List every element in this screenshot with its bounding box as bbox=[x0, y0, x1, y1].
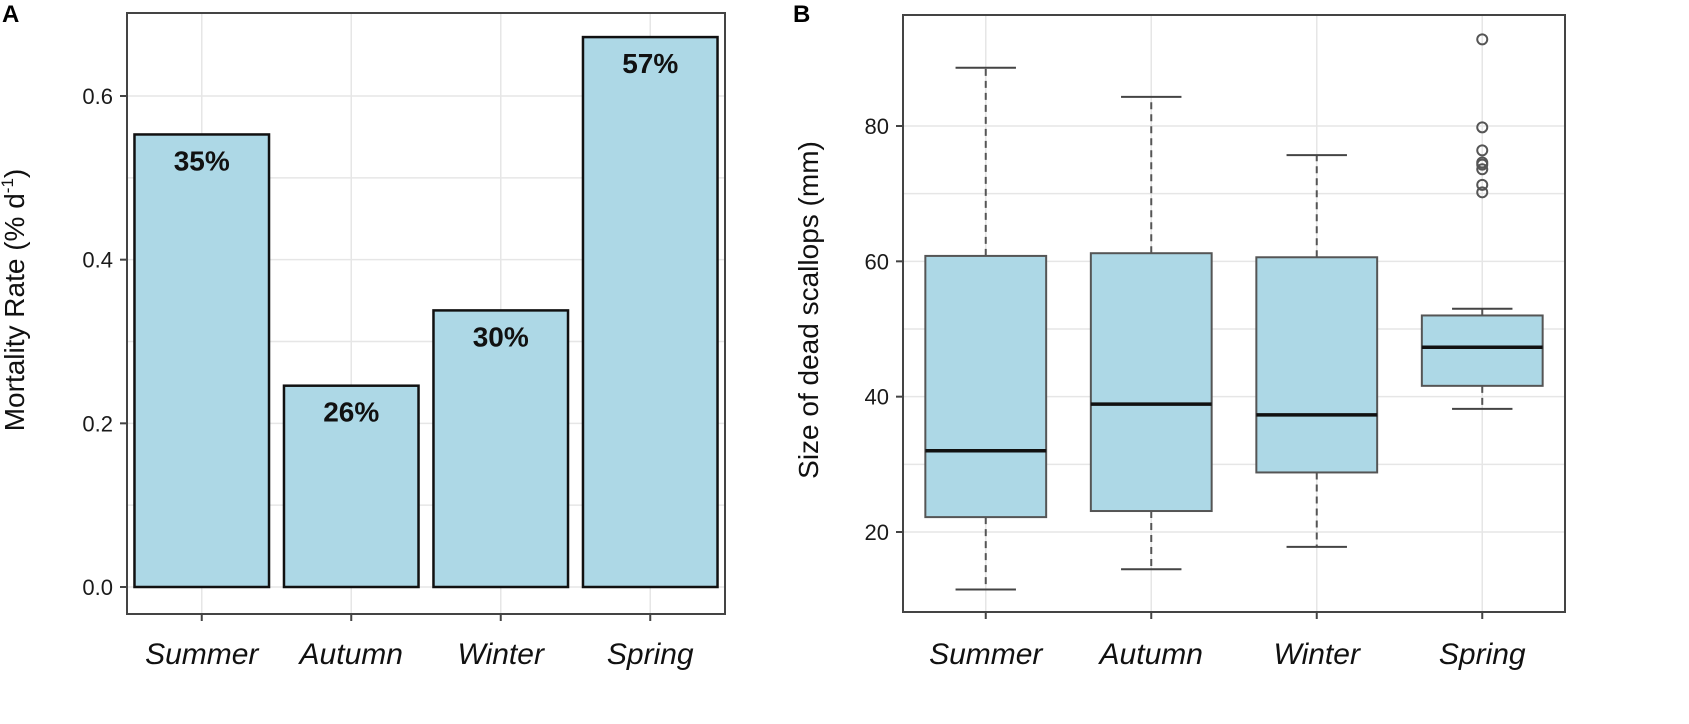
panel-a-x-label-spring: Spring bbox=[607, 638, 694, 671]
bar-label-autumn: 26% bbox=[323, 397, 379, 428]
panel-b-y-ticks: 20 40 60 80 bbox=[865, 114, 903, 545]
panel-a-letter: A bbox=[2, 1, 19, 28]
panel-b-y-tick-label-2: 60 bbox=[865, 249, 889, 274]
panel-b-x-label-winter: Winter bbox=[1274, 638, 1361, 671]
outlier-spring-5 bbox=[1476, 144, 1489, 157]
panel-b-y-tick-label-1: 40 bbox=[865, 385, 889, 410]
bar-winter bbox=[432, 309, 570, 589]
bar-spring bbox=[581, 35, 719, 589]
panel-b-x-tick-labels: Summer Autumn Winter Spring bbox=[929, 612, 1526, 671]
box-spring bbox=[1420, 314, 1544, 387]
panel-a-y-tick-label-3: 0.6 bbox=[82, 84, 113, 109]
bar-label-spring: 57% bbox=[622, 48, 678, 79]
panel-a-y-tick-label-2: 0.4 bbox=[82, 248, 113, 273]
box-summer bbox=[924, 254, 1048, 519]
outlier-spring-6 bbox=[1476, 121, 1489, 134]
panel-a-y-ticks: 0.0 0.2 0.4 0.6 bbox=[82, 84, 127, 600]
panel-b-box-plot: B 20 40 60 80 Summer Autumn Winter Spring Size… bbox=[793, 1, 1566, 671]
outlier-spring-0 bbox=[1476, 186, 1489, 199]
panel-a-x-label-winter: Winter bbox=[458, 638, 545, 671]
panel-a-x-label-summer: Summer bbox=[145, 638, 259, 671]
panel-b-letter: B bbox=[793, 1, 810, 28]
panel-a-bar-chart: A 35% 26% 30% 57% 0.0 0.2 0.4 0.6 Summer Autumn… bbox=[0, 1, 726, 671]
panel-b-x-label-autumn: Autumn bbox=[1098, 638, 1203, 671]
outlier-spring-4 bbox=[1476, 156, 1489, 169]
panel-a-bars: 35% 26% 30% 57% bbox=[133, 35, 719, 589]
outlier-spring-1 bbox=[1476, 178, 1489, 191]
panel-b-y-tick-label-0: 20 bbox=[865, 520, 889, 545]
outlier-spring-2 bbox=[1476, 163, 1489, 176]
panel-b-x-label-summer: Summer bbox=[929, 638, 1043, 671]
bar-label-summer: 35% bbox=[174, 145, 230, 176]
bar-label-winter: 30% bbox=[473, 321, 529, 352]
panel-b-x-label-spring: Spring bbox=[1439, 638, 1526, 671]
panel-a-y-axis-title: Mortality Rate (% d-1) bbox=[0, 169, 30, 432]
box-autumn bbox=[1089, 252, 1213, 513]
bar-autumn bbox=[282, 384, 420, 589]
panel-b-boxes bbox=[924, 33, 1544, 591]
panel-a-y-tick-label-1: 0.2 bbox=[82, 411, 113, 436]
panel-b-y-tick-label-3: 80 bbox=[865, 114, 889, 139]
panel-a-y-tick-label-0: 0.0 bbox=[82, 575, 113, 600]
panel-b-frame bbox=[902, 14, 1566, 613]
box-winter bbox=[1255, 256, 1379, 474]
bar-summer bbox=[133, 133, 271, 589]
panel-b-y-axis-title: Size of dead scallops (mm) bbox=[793, 141, 824, 479]
outlier-spring-7 bbox=[1476, 33, 1489, 46]
panel-a-x-label-autumn: Autumn bbox=[298, 638, 403, 671]
panel-a-x-tick-labels: Summer Autumn Winter Spring bbox=[145, 614, 694, 671]
panel-a-frame bbox=[126, 12, 726, 615]
